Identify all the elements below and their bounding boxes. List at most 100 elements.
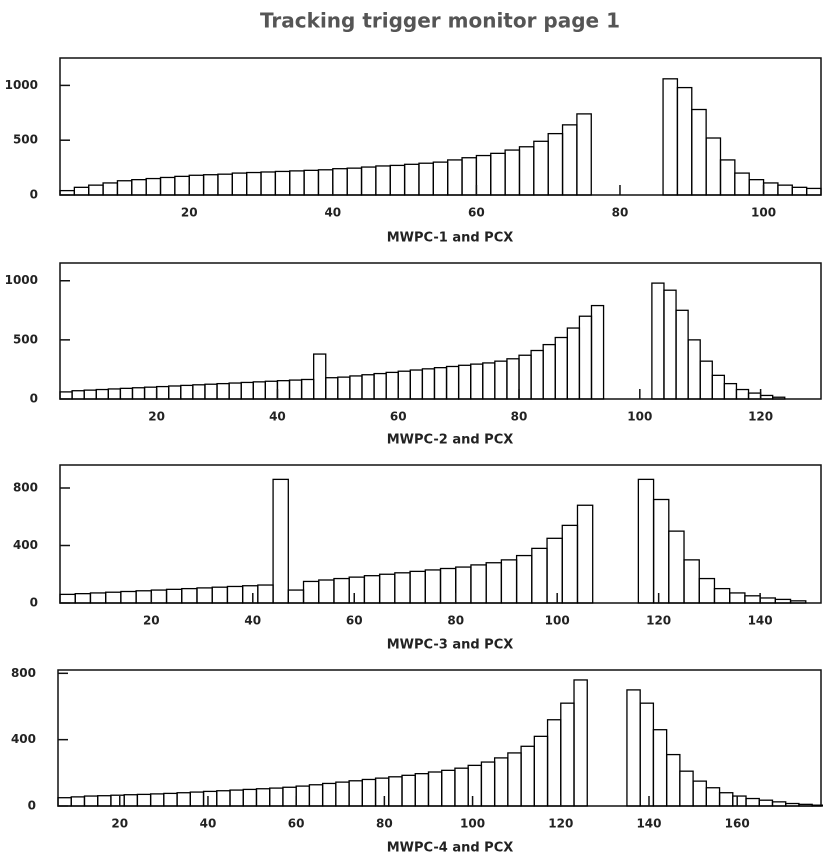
x-tick-label: 20 bbox=[181, 206, 198, 220]
bar bbox=[711, 374, 726, 400]
bar bbox=[447, 159, 463, 196]
bar bbox=[554, 336, 568, 400]
bar bbox=[241, 585, 259, 604]
bar bbox=[188, 174, 205, 196]
bar bbox=[530, 349, 544, 400]
x-tick-label: 60 bbox=[390, 410, 407, 424]
bar bbox=[385, 371, 399, 400]
bar bbox=[252, 381, 266, 400]
x-tick-label: 140 bbox=[636, 817, 661, 831]
bar bbox=[506, 358, 520, 400]
bar bbox=[174, 175, 190, 196]
bar bbox=[288, 379, 303, 400]
bar bbox=[360, 166, 377, 196]
bar bbox=[679, 770, 694, 807]
bar bbox=[120, 590, 137, 604]
bar bbox=[771, 801, 787, 807]
x-tick-label: 60 bbox=[346, 614, 363, 628]
bar bbox=[57, 797, 72, 807]
bar bbox=[189, 791, 205, 807]
bar bbox=[88, 184, 104, 196]
bar bbox=[276, 380, 291, 400]
bar bbox=[131, 179, 147, 196]
bar bbox=[204, 383, 218, 400]
bar bbox=[745, 797, 760, 807]
bar bbox=[143, 386, 158, 400]
x-tick-label: 80 bbox=[511, 410, 528, 424]
bar bbox=[485, 562, 503, 604]
bar bbox=[321, 782, 337, 807]
bar bbox=[135, 590, 152, 604]
bar bbox=[289, 170, 305, 196]
bar bbox=[482, 362, 496, 400]
bar bbox=[470, 363, 484, 400]
bar bbox=[123, 794, 139, 807]
bar bbox=[300, 378, 315, 400]
page-title: Tracking trigger monitor page 1 bbox=[260, 9, 620, 33]
bar bbox=[546, 537, 563, 604]
bar bbox=[467, 764, 483, 807]
bar bbox=[318, 579, 335, 604]
bar bbox=[811, 804, 823, 807]
bar bbox=[457, 364, 472, 400]
bar bbox=[231, 172, 248, 196]
bar bbox=[665, 753, 681, 807]
x-axis-title: MWPC-2 and PCX bbox=[387, 433, 514, 448]
x-tick-label: 120 bbox=[748, 410, 773, 424]
bar bbox=[578, 315, 593, 400]
bar bbox=[662, 78, 679, 196]
bar bbox=[732, 795, 747, 807]
bar bbox=[683, 559, 700, 604]
x-tick-label: 120 bbox=[548, 817, 573, 831]
y-tick-label: 0 bbox=[30, 188, 38, 202]
bar bbox=[403, 163, 420, 196]
bar bbox=[719, 159, 736, 196]
bar bbox=[388, 776, 403, 807]
bar bbox=[226, 585, 244, 604]
bar bbox=[110, 794, 125, 807]
bar bbox=[560, 702, 575, 807]
bar bbox=[718, 792, 734, 807]
bar bbox=[507, 752, 522, 807]
bar bbox=[705, 137, 722, 196]
bar bbox=[590, 304, 605, 400]
bar bbox=[747, 392, 762, 400]
bar bbox=[759, 597, 776, 604]
bar bbox=[149, 793, 165, 807]
x-tick-label: 20 bbox=[111, 817, 128, 831]
bar bbox=[518, 354, 532, 400]
bar bbox=[692, 780, 707, 807]
bar bbox=[242, 788, 258, 807]
x-tick-label: 100 bbox=[545, 614, 570, 628]
bar bbox=[145, 177, 162, 196]
bar bbox=[375, 165, 391, 196]
x-tick-label: 60 bbox=[288, 817, 305, 831]
x-tick-label: 40 bbox=[269, 410, 286, 424]
bar bbox=[295, 785, 311, 807]
plot-frame bbox=[59, 262, 822, 400]
bar bbox=[333, 577, 350, 604]
bar bbox=[441, 769, 456, 807]
bar bbox=[651, 282, 665, 400]
x-tick-label: 80 bbox=[376, 817, 393, 831]
plot-frame bbox=[59, 57, 822, 196]
bar bbox=[762, 182, 779, 196]
bar bbox=[772, 396, 786, 400]
bar bbox=[168, 385, 182, 400]
bar bbox=[409, 570, 426, 604]
bar bbox=[229, 789, 244, 807]
bar bbox=[418, 162, 434, 196]
bar bbox=[668, 530, 685, 604]
bar bbox=[626, 689, 641, 807]
bar bbox=[759, 394, 774, 400]
bar bbox=[136, 793, 152, 807]
bar bbox=[500, 559, 518, 604]
y-tick-label: 1000 bbox=[5, 273, 38, 287]
bar bbox=[73, 186, 90, 196]
bar bbox=[439, 567, 457, 604]
bar bbox=[533, 735, 549, 807]
bar bbox=[361, 778, 377, 807]
bar bbox=[389, 164, 406, 196]
bar bbox=[409, 369, 424, 400]
bar bbox=[83, 389, 97, 400]
